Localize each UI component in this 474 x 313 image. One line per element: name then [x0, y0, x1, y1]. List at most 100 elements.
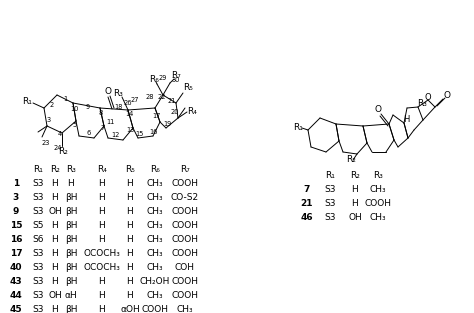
Text: 44: 44 [9, 290, 22, 300]
Text: H: H [52, 234, 58, 244]
Text: CH₃: CH₃ [146, 234, 164, 244]
Text: R₅: R₅ [183, 84, 193, 93]
Text: H: H [99, 207, 105, 215]
Text: OCOCH₃: OCOCH₃ [83, 263, 120, 271]
Text: S3: S3 [32, 276, 44, 285]
Text: 21: 21 [301, 198, 313, 208]
Text: R₃: R₃ [113, 89, 123, 98]
Text: O: O [444, 90, 450, 100]
Text: CH₃: CH₃ [146, 178, 164, 187]
Text: R₃: R₃ [66, 166, 76, 175]
Text: H: H [52, 305, 58, 313]
Text: R₂: R₂ [346, 156, 356, 165]
Text: CH₃: CH₃ [370, 184, 386, 193]
Text: S3: S3 [32, 305, 44, 313]
Text: CH₃: CH₃ [146, 249, 164, 258]
Text: H: H [52, 178, 58, 187]
Text: 10: 10 [70, 106, 78, 112]
Text: R₁: R₁ [293, 124, 303, 132]
Text: CH₃: CH₃ [370, 213, 386, 222]
Text: R₇: R₇ [171, 71, 181, 80]
Text: H: H [127, 192, 133, 202]
Text: 23: 23 [42, 140, 50, 146]
Text: 28: 28 [146, 94, 154, 100]
Text: 1: 1 [13, 178, 19, 187]
Text: H: H [127, 234, 133, 244]
Text: H: H [99, 178, 105, 187]
Text: H: H [127, 276, 133, 285]
Text: COOH: COOH [365, 198, 392, 208]
Text: COOH: COOH [172, 178, 199, 187]
Text: 17: 17 [9, 249, 22, 258]
Text: 15: 15 [10, 220, 22, 229]
Text: 16: 16 [10, 234, 22, 244]
Text: CO-S2: CO-S2 [171, 192, 199, 202]
Text: 4: 4 [58, 131, 62, 137]
Text: S3: S3 [324, 184, 336, 193]
Text: CH₃: CH₃ [146, 290, 164, 300]
Text: O: O [425, 93, 431, 101]
Text: H: H [127, 220, 133, 229]
Text: R₂: R₂ [50, 166, 60, 175]
Text: H: H [127, 290, 133, 300]
Text: 30: 30 [172, 77, 180, 83]
Text: S3: S3 [324, 213, 336, 222]
Text: OCOCH₃: OCOCH₃ [83, 249, 120, 258]
Text: 21: 21 [168, 98, 176, 104]
Text: 19: 19 [163, 121, 171, 127]
Text: H: H [99, 192, 105, 202]
Text: H: H [99, 220, 105, 229]
Text: 40: 40 [10, 263, 22, 271]
Text: 1: 1 [63, 96, 67, 102]
Text: OH: OH [48, 290, 62, 300]
Text: O: O [374, 105, 382, 115]
Text: H: H [352, 184, 358, 193]
Text: 13: 13 [126, 127, 134, 133]
Text: βH: βH [65, 263, 77, 271]
Text: βH: βH [65, 207, 77, 215]
Text: R₂: R₂ [350, 172, 360, 181]
Text: 3: 3 [47, 117, 51, 123]
Text: 43: 43 [9, 276, 22, 285]
Text: COOH: COOH [142, 305, 168, 313]
Text: H: H [99, 290, 105, 300]
Text: H: H [52, 192, 58, 202]
Text: S3: S3 [32, 192, 44, 202]
Text: 45: 45 [9, 305, 22, 313]
Text: R₄: R₄ [97, 166, 107, 175]
Text: 14: 14 [125, 111, 133, 117]
Text: R₆: R₆ [149, 74, 159, 84]
Text: 8: 8 [99, 110, 103, 116]
Text: S3: S3 [32, 178, 44, 187]
Text: 20: 20 [171, 109, 179, 115]
Text: 6: 6 [87, 130, 91, 136]
Text: H: H [352, 198, 358, 208]
Text: 18: 18 [114, 104, 122, 110]
Text: 9: 9 [86, 104, 90, 110]
Text: H: H [68, 178, 74, 187]
Text: H: H [127, 207, 133, 215]
Text: S3: S3 [32, 263, 44, 271]
Text: 2: 2 [50, 102, 54, 108]
Text: βH: βH [65, 220, 77, 229]
Text: CH₃: CH₃ [177, 305, 193, 313]
Text: H: H [127, 249, 133, 258]
Text: CH₃: CH₃ [146, 207, 164, 215]
Text: αOH: αOH [120, 305, 140, 313]
Text: 7: 7 [101, 125, 105, 131]
Text: COOH: COOH [172, 220, 199, 229]
Text: S3: S3 [32, 207, 44, 215]
Text: H: H [403, 115, 409, 125]
Text: R₁: R₁ [22, 96, 32, 105]
Text: 15: 15 [135, 131, 143, 137]
Text: CH₂OH: CH₂OH [140, 276, 170, 285]
Text: S6: S6 [32, 234, 44, 244]
Text: CH₃: CH₃ [146, 263, 164, 271]
Text: OH: OH [48, 207, 62, 215]
Text: H: H [52, 263, 58, 271]
Text: COOH: COOH [172, 276, 199, 285]
Text: βH: βH [65, 234, 77, 244]
Text: 9: 9 [13, 207, 19, 215]
Text: H: H [52, 220, 58, 229]
Text: CH₃: CH₃ [146, 220, 164, 229]
